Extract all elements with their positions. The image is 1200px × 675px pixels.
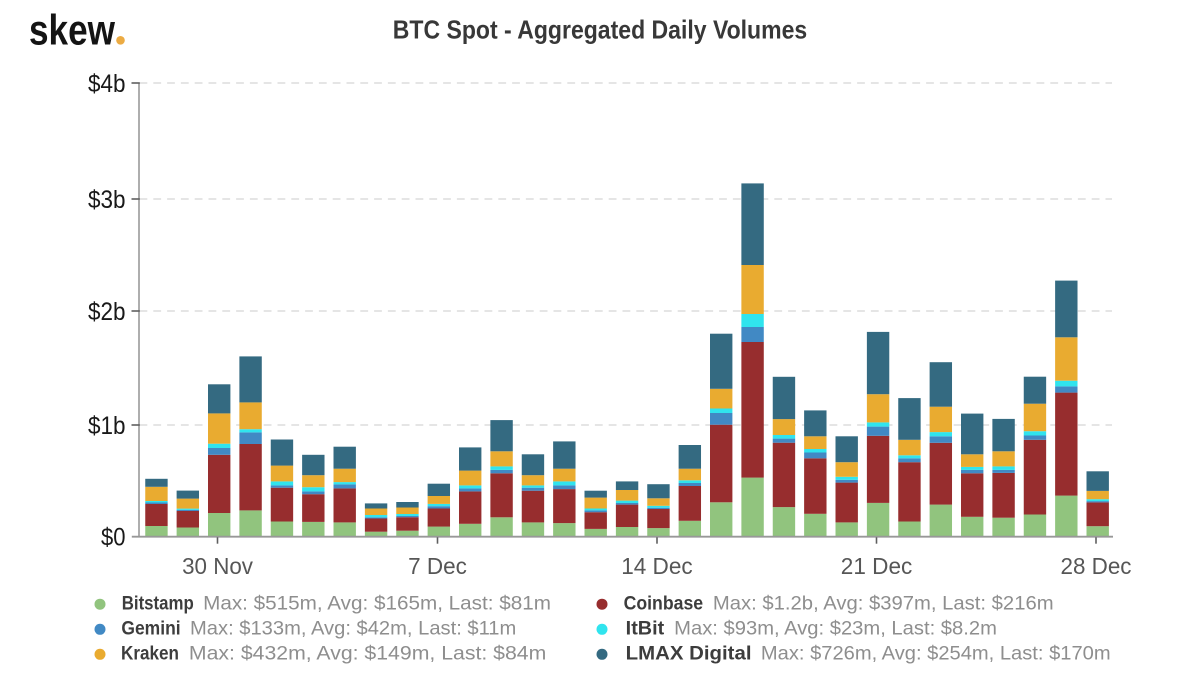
- svg-text:BTC Spot - Aggregated Daily Vo: BTC Spot - Aggregated Daily Volumes: [393, 15, 807, 45]
- svg-text:$4b: $4b: [88, 70, 126, 98]
- svg-text:Gemini: Gemini: [121, 618, 180, 640]
- svg-text:Max: $1.2b, Avg: $397m, Last:: Max: $1.2b, Avg: $397m, Last: $216m: [713, 593, 1054, 615]
- svg-text:Max: $515m, Avg: $165m, Last:: Max: $515m, Avg: $165m, Last: $81m: [203, 593, 551, 615]
- svg-text:ItBit: ItBit: [626, 618, 665, 640]
- svg-text:Max: $726m, Avg: $254m, Last:: Max: $726m, Avg: $254m, Last: $170m: [761, 643, 1111, 665]
- svg-text:LMAX Digital: LMAX Digital: [626, 643, 752, 665]
- svg-text:$0: $0: [101, 524, 126, 552]
- svg-text:skew: skew: [29, 7, 115, 55]
- svg-text:Kraken: Kraken: [121, 643, 179, 665]
- svg-text:30 Nov: 30 Nov: [182, 553, 253, 579]
- svg-text:$2b: $2b: [88, 298, 126, 326]
- svg-text:Max: $93m, Avg: $23m, Last: $8: Max: $93m, Avg: $23m, Last: $8.2m: [674, 618, 997, 640]
- svg-text:Coinbase: Coinbase: [624, 593, 704, 615]
- svg-text:28 Dec: 28 Dec: [1061, 553, 1132, 579]
- svg-text:21 Dec: 21 Dec: [841, 553, 913, 579]
- svg-text:Max: $133m, Avg: $42m, Last: $: Max: $133m, Avg: $42m, Last: $11m: [190, 618, 516, 640]
- svg-text:Bitstamp: Bitstamp: [122, 593, 194, 615]
- svg-text:$3b: $3b: [88, 186, 126, 214]
- svg-text:$1b: $1b: [88, 412, 126, 440]
- svg-text:14 Dec: 14 Dec: [621, 553, 693, 579]
- svg-text:7 Dec: 7 Dec: [408, 553, 467, 579]
- svg-text:Max: $432m, Avg: $149m, Last:: Max: $432m, Avg: $149m, Last: $84m: [189, 643, 546, 665]
